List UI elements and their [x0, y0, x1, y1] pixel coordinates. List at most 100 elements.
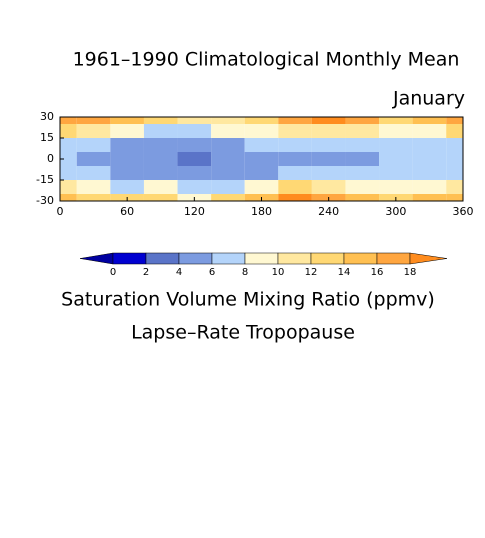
contour-cell [177, 117, 212, 124]
colorbar-label: 4 [176, 267, 182, 278]
contour-cell [76, 166, 111, 180]
contour-cell [143, 152, 178, 166]
contour-cell [76, 117, 111, 124]
contour-cell [76, 124, 111, 138]
contour-cell [177, 180, 212, 194]
contour-cell [412, 194, 447, 201]
contour-cell [379, 180, 413, 194]
chart-title: 1961–1990 Climatological Monthly Mean [73, 49, 460, 71]
y-tick-label: 30 [40, 110, 54, 123]
x-tick-label: 120 [184, 205, 205, 218]
contour-cell [278, 138, 312, 152]
colorbar-segment [112, 252, 147, 265]
x-tick-label: 0 [57, 205, 64, 218]
contour-cell [177, 138, 212, 152]
contour-cell [211, 180, 245, 194]
contour-cell [379, 166, 413, 180]
colorbar-label: 0 [110, 267, 116, 278]
contour-cell [76, 194, 111, 201]
contour-cell [345, 124, 380, 138]
contour-cell [143, 138, 178, 152]
contour-cell [446, 166, 463, 180]
contour-cell [244, 166, 279, 180]
colorbar-segment [211, 252, 246, 265]
contour-cell [211, 138, 245, 152]
colorbar-under [79, 252, 114, 265]
contour-cell [311, 152, 346, 166]
contour-cell [379, 138, 413, 152]
colorbar-segment [376, 252, 411, 265]
contour-cell [110, 124, 144, 138]
contour-cell [60, 152, 77, 166]
contour-cell [311, 180, 346, 194]
colorbar-over [409, 252, 448, 265]
contour-cell [211, 124, 245, 138]
contour-cell [278, 166, 312, 180]
contour-cell [177, 124, 212, 138]
contour-cell [412, 117, 447, 124]
contour-cell [60, 194, 77, 201]
contour-cell [345, 152, 380, 166]
contour-cell [412, 138, 447, 152]
contour-cell [278, 194, 312, 201]
contour-cell [412, 152, 447, 166]
contour-cell [379, 152, 413, 166]
contour-cell [311, 138, 346, 152]
contour-cell [278, 124, 312, 138]
chart-subtitle: January [392, 88, 465, 110]
caption: Lapse–Rate Tropopause [131, 322, 355, 344]
contour-cell [60, 117, 77, 124]
colorbar-label: 16 [371, 267, 384, 278]
contour-cell [379, 124, 413, 138]
contour-cell [244, 124, 279, 138]
colorbar-segment [145, 252, 180, 265]
contour-cell [76, 180, 111, 194]
contour-cell [244, 117, 279, 124]
contour-cell [143, 166, 178, 180]
x-tick-label: 360 [453, 205, 474, 218]
contour-cell [143, 117, 178, 124]
colorbar-segment [277, 252, 312, 265]
contour-cell [211, 117, 245, 124]
caption: Saturation Volume Mixing Ratio (ppmv) [61, 289, 435, 311]
contour-cell [244, 138, 279, 152]
contour-cell [211, 152, 245, 166]
contour-cell [278, 152, 312, 166]
colorbar-label: 12 [305, 267, 318, 278]
colorbar-segment [178, 252, 213, 265]
contour-cell [311, 166, 346, 180]
contour-cell [311, 117, 346, 124]
contour-cell [143, 124, 178, 138]
contour-cell [446, 152, 463, 166]
contour-cell [211, 166, 245, 180]
contour-cell [211, 194, 245, 201]
contour-cell [278, 180, 312, 194]
colorbar-label: 8 [242, 267, 248, 278]
contour-cell [110, 152, 144, 166]
contour-cell [177, 166, 212, 180]
colorbar-label: 18 [404, 267, 417, 278]
x-tick-label: 240 [318, 205, 339, 218]
colorbar-label: 14 [338, 267, 351, 278]
contour-cell [345, 194, 380, 201]
contour-cell [76, 152, 111, 166]
contour-cell [110, 166, 144, 180]
colorbar-label: 2 [143, 267, 149, 278]
colorbar-segment [310, 252, 345, 265]
contour-cell [345, 180, 380, 194]
contour-cell [110, 117, 144, 124]
y-tick-label: 15 [40, 131, 54, 144]
contour-cell [110, 180, 144, 194]
contour-cell [143, 194, 178, 201]
colorbar-segment [244, 252, 279, 265]
contour-cell [76, 138, 111, 152]
y-tick-label: 0 [47, 152, 54, 165]
y-tick-label: -15 [36, 173, 54, 186]
contour-cell [60, 138, 77, 152]
contour-cell [177, 152, 212, 166]
contour-cell [446, 194, 463, 201]
contour-cell [311, 124, 346, 138]
contour-cell [345, 166, 380, 180]
